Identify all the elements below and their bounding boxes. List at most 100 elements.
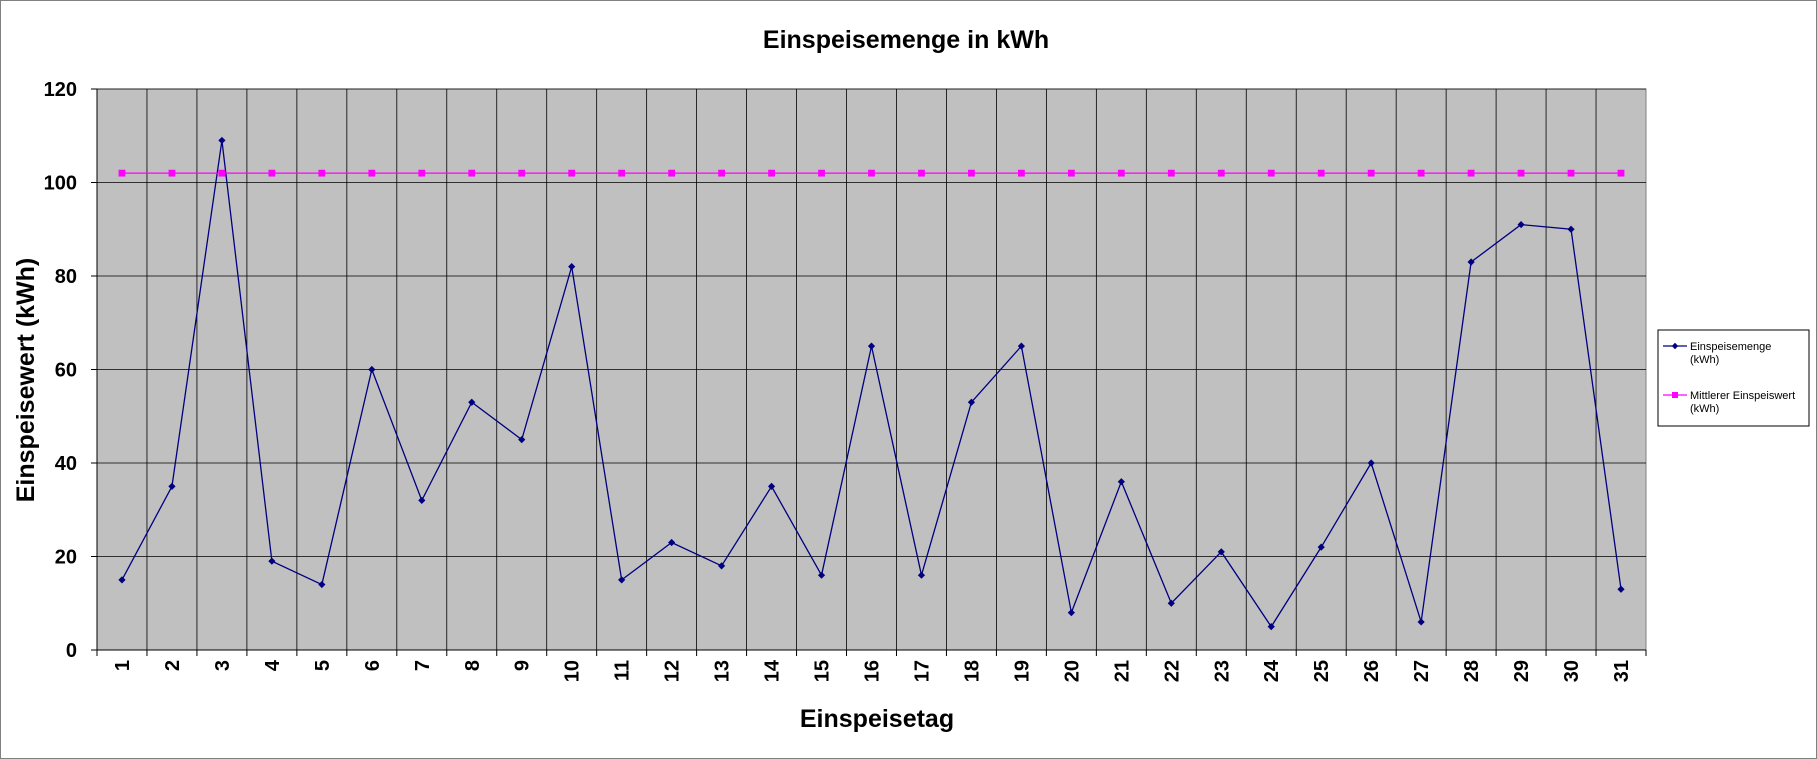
data-point xyxy=(767,482,776,490)
data-point xyxy=(818,169,825,177)
data-point xyxy=(967,398,976,406)
data-point xyxy=(1567,169,1575,177)
x-tick-label: 9 xyxy=(512,660,534,671)
data-point xyxy=(1067,609,1075,617)
x-tick-label: 5 xyxy=(312,660,334,671)
data-point xyxy=(368,365,376,374)
legend-label: (kWh) xyxy=(1690,403,1719,415)
data-point xyxy=(568,263,576,271)
data-point xyxy=(668,538,676,547)
data-point xyxy=(1617,585,1625,593)
data-point xyxy=(368,169,376,177)
x-tick-label: 11 xyxy=(612,660,634,681)
x-axis-title: Einspeisetag xyxy=(800,705,954,733)
data-point xyxy=(268,557,276,565)
data-point xyxy=(1117,478,1125,486)
x-tick-label: 23 xyxy=(1211,660,1233,682)
y-tick-label: 60 xyxy=(55,360,77,382)
x-tick-label: 20 xyxy=(1061,660,1083,682)
data-point xyxy=(268,169,276,177)
data-point xyxy=(318,169,326,177)
data-point xyxy=(218,169,226,177)
data-point xyxy=(1367,459,1375,467)
data-point xyxy=(968,169,975,177)
legend: Einspeisemenge(kWh)Mittlerer Einspeiswer… xyxy=(1657,329,1810,427)
x-tick-label: 21 xyxy=(1111,660,1133,682)
legend-label: Einspeisemenge xyxy=(1690,341,1771,353)
data-point xyxy=(1417,169,1425,177)
chart-title: Einspeisemenge in kWh xyxy=(763,26,1049,54)
data-point xyxy=(817,571,826,579)
data-point xyxy=(518,169,526,177)
data-point xyxy=(768,169,775,177)
y-axis-ticks: 0 20 40 60 80 100 120 xyxy=(44,79,97,662)
data-point xyxy=(1317,169,1325,177)
data-point xyxy=(1267,169,1275,177)
data-point xyxy=(518,436,526,444)
data-point xyxy=(867,342,876,350)
y-tick-label: 120 xyxy=(44,79,77,101)
legend-label: (kWh) xyxy=(1690,354,1719,366)
x-tick-label: 29 xyxy=(1511,660,1533,682)
x-tick-label: 25 xyxy=(1311,660,1333,682)
data-point xyxy=(868,169,875,177)
data-point xyxy=(568,169,576,177)
data-point xyxy=(1517,169,1525,177)
data-point xyxy=(618,169,626,177)
x-tick-label: 2 xyxy=(162,660,184,671)
x-tick-label: 27 xyxy=(1411,660,1433,682)
data-point xyxy=(418,169,426,177)
data-point xyxy=(468,169,476,177)
y-tick-label: 40 xyxy=(55,453,77,475)
data-point xyxy=(1517,220,1525,229)
x-tick-label: 28 xyxy=(1461,660,1483,682)
data-point xyxy=(1217,548,1225,556)
legend-label: Mittlerer Einspeiswert xyxy=(1690,390,1795,402)
data-point xyxy=(1267,623,1275,631)
data-point xyxy=(168,169,176,177)
x-tick-label: 1 xyxy=(112,660,134,671)
data-point xyxy=(668,169,676,177)
y-axis-title: Einspeisewert (kWh) xyxy=(12,258,40,503)
x-tick-label: 3 xyxy=(212,660,234,671)
x-tick-label: 8 xyxy=(462,660,484,671)
data-point xyxy=(918,169,925,177)
x-tick-label: 26 xyxy=(1361,660,1383,682)
y-tick-label: 20 xyxy=(55,547,77,569)
data-point xyxy=(1067,169,1075,177)
data-point xyxy=(1217,169,1225,177)
series-layer xyxy=(118,136,1625,631)
series-2 xyxy=(118,169,1625,177)
data-point xyxy=(118,169,126,177)
data-point xyxy=(717,562,726,570)
series-1 xyxy=(118,136,1625,631)
data-point xyxy=(118,576,126,584)
x-tick-label: 6 xyxy=(362,660,384,671)
data-point xyxy=(1467,169,1475,177)
x-tick-label: 15 xyxy=(812,660,834,682)
data-point xyxy=(1417,618,1425,626)
plot-area xyxy=(96,88,1647,651)
data-point xyxy=(1018,169,1025,177)
data-point xyxy=(718,169,725,177)
data-point xyxy=(168,482,176,490)
y-tick-label: 0 xyxy=(66,640,77,662)
data-point xyxy=(1117,169,1125,177)
x-tick-label: 17 xyxy=(911,660,933,682)
x-tick-label: 31 xyxy=(1611,660,1633,682)
x-tick-label: 12 xyxy=(662,660,684,682)
data-point xyxy=(218,136,226,145)
data-point xyxy=(1367,169,1375,177)
x-tick-label: 24 xyxy=(1261,659,1283,682)
x-tick-label: 19 xyxy=(1011,660,1033,682)
data-point xyxy=(468,398,476,406)
x-tick-label: 4 xyxy=(262,659,284,671)
x-tick-label: 10 xyxy=(562,660,584,682)
data-point xyxy=(1167,599,1175,607)
x-axis-ticks: 1 2 3 4 5 6 7 8 9 10 11 12 13 14 15 16 17 18 19 20 21 22 23 24 2… xyxy=(96,650,1647,682)
data-point xyxy=(1167,169,1175,177)
x-tick-label: 16 xyxy=(862,660,884,682)
legend-marker xyxy=(1672,392,1678,398)
data-point xyxy=(1467,258,1475,266)
